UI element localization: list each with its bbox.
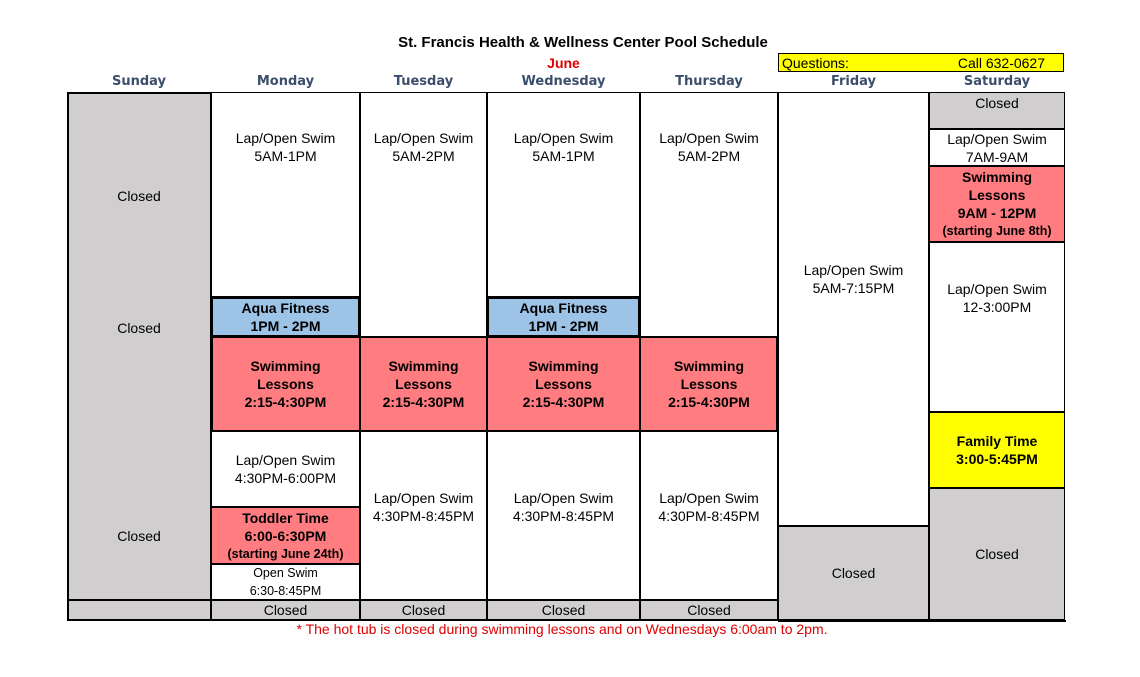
activity-name: Swimming	[528, 358, 599, 374]
thursday-lap-morning: Lap/Open Swim 5AM-2PM	[640, 92, 778, 337]
activity-time: 5AM-1PM	[532, 148, 595, 164]
day-header-tuesday: Tuesday	[393, 74, 454, 89]
day-header-friday: Friday	[830, 74, 877, 89]
wednesday-closed: Closed	[487, 600, 640, 620]
page-title: St. Francis Health & Wellness Center Poo…	[398, 34, 768, 51]
activity-time: 2:15-4:30PM	[522, 394, 605, 410]
tuesday-swimming-lessons: Swimming Lessons 2:15-4:30PM	[360, 337, 487, 431]
activity-name: Swimming	[388, 358, 459, 374]
activity-name: Family Time	[956, 433, 1038, 449]
friday-lap-swim: Lap/Open Swim 5AM-7:15PM	[778, 92, 929, 526]
wednesday-lap-morning: Lap/Open Swim 5AM-1PM	[487, 92, 640, 297]
activity-time: 6:30-8:45PM	[249, 584, 322, 598]
monday-swimming-lessons: Swimming Lessons 2:15-4:30PM	[211, 337, 360, 431]
activity-name: Swimming	[673, 358, 744, 374]
activity-time: 7AM-9AM	[965, 148, 1029, 165]
tuesday-lap-evening: Lap/Open Swim 4:30PM-8:45PM	[360, 431, 487, 600]
thursday-closed: Closed	[640, 600, 778, 620]
friday-closed: Closed	[778, 526, 929, 620]
sunday-closed-afternoon: Closed	[117, 320, 161, 336]
saturday-lap-morning: Lap/Open Swim 7AM-9AM	[929, 129, 1065, 166]
activity-name: Lessons	[968, 187, 1026, 203]
activity-name: Lap/Open Swim	[235, 452, 336, 468]
tuesday-closed: Closed	[360, 600, 487, 620]
activity-name: Swimming	[961, 169, 1032, 185]
activity-name: Lessons	[535, 376, 592, 392]
activity-time: 4:30PM-8:45PM	[512, 508, 615, 524]
activity-name: Lap/Open Swim	[513, 130, 614, 146]
activity-name: Swimming	[250, 358, 321, 374]
sunday-closed-morning: Closed	[117, 188, 161, 204]
day-header-thursday: Thursday	[675, 74, 743, 89]
activity-name: Lap/Open Swim	[947, 281, 1047, 297]
activity-name: Lap/Open Swim	[235, 130, 336, 146]
monday-toddler-time: Toddler Time 6:00-6:30PM (starting June …	[211, 507, 360, 564]
saturday-lap-midday: Lap/Open Swim 12-3:00PM	[929, 242, 1065, 412]
thursday-lap-evening: Lap/Open Swim 4:30PM-8:45PM	[640, 431, 778, 600]
monday-lap-evening: Lap/Open Swim 4:30PM-6:00PM	[211, 431, 360, 507]
activity-time: 2:15-4:30PM	[668, 394, 750, 410]
activity-name: Lap/Open Swim	[659, 490, 759, 506]
activity-name: Aqua Fitness	[519, 300, 608, 316]
wednesday-swimming-lessons: Swimming Lessons 2:15-4:30PM	[487, 337, 640, 431]
activity-time: 5AM-2PM	[392, 148, 455, 164]
saturday-closed-late: Closed	[929, 488, 1065, 620]
tuesday-lap-morning: Lap/Open Swim 5AM-2PM	[360, 92, 487, 337]
day-header-wednesday: Wednesday	[521, 74, 606, 89]
activity-name: Lessons	[257, 376, 314, 392]
activity-time: 5AM-1PM	[254, 148, 317, 164]
activity-name: Lap/Open Swim	[373, 490, 474, 506]
saturday-family-time: Family Time 3:00-5:45PM	[929, 412, 1065, 488]
day-header-monday: Monday	[256, 74, 315, 89]
activity-time: 6:00-6:30PM	[244, 527, 327, 544]
saturday-swimming-lessons: Swimming Lessons 9AM - 12PM (starting Ju…	[929, 166, 1065, 242]
day-header-saturday: Saturday	[963, 74, 1031, 89]
activity-time: 1PM - 2PM	[250, 318, 321, 334]
activity-time: 3:00-5:45PM	[956, 451, 1038, 467]
activity-time: 4:30PM-8:45PM	[372, 508, 475, 524]
activity-name: Open Swim	[253, 566, 318, 580]
saturday-closed-early: Closed	[929, 92, 1065, 129]
sunday-closed-evening: Closed	[117, 528, 161, 544]
questions-contact-box: Questions: Call 632-0627	[778, 53, 1064, 72]
sunday-closed-late	[67, 600, 211, 620]
activity-name: Lap/Open Swim	[803, 262, 904, 278]
thursday-swimming-lessons: Swimming Lessons 2:15-4:30PM	[640, 337, 778, 431]
activity-note: (starting June 8th)	[942, 224, 1052, 238]
activity-name: Lap/Open Swim	[513, 490, 614, 506]
monday-aqua-fitness: Aqua Fitness 1PM - 2PM	[211, 297, 360, 337]
activity-name: Lap/Open Swim	[373, 130, 474, 146]
activity-time: 5AM-2PM	[677, 148, 741, 164]
activity-time: 4:30PM-8:45PM	[658, 508, 760, 524]
sunday-closed-column: Closed Closed Closed	[67, 92, 211, 600]
activity-name: Aqua Fitness	[241, 300, 330, 316]
month-label: June	[547, 55, 580, 71]
activity-time: 9AM - 12PM	[957, 205, 1037, 221]
activity-time: 12-3:00PM	[962, 299, 1032, 315]
activity-name: Toddler Time	[242, 509, 329, 526]
questions-phone: Call 632-0627	[957, 54, 1045, 71]
monday-closed: Closed	[211, 600, 360, 620]
activity-name: Lessons	[680, 376, 738, 392]
activity-name: Lap/Open Swim	[659, 130, 759, 146]
day-header-sunday: Sunday	[111, 74, 167, 89]
activity-time: 4:30PM-6:00PM	[234, 470, 337, 486]
questions-label: Questions:	[782, 54, 849, 71]
monday-open-swim: Open Swim 6:30-8:45PM	[211, 564, 360, 600]
activity-time: 1PM - 2PM	[528, 318, 599, 334]
wednesday-aqua-fitness: Aqua Fitness 1PM - 2PM	[487, 297, 640, 337]
hot-tub-footnote: * The hot tub is closed during swimming …	[296, 621, 828, 637]
activity-time: 2:15-4:30PM	[244, 394, 327, 410]
activity-time: 2:15-4:30PM	[382, 394, 465, 410]
activity-time: 5AM-7:15PM	[812, 280, 895, 296]
activity-name: Lap/Open Swim	[947, 130, 1047, 147]
monday-lap-morning: Lap/Open Swim 5AM-1PM	[211, 92, 360, 297]
activity-name: Lessons	[395, 376, 452, 392]
activity-note: (starting June 24th)	[227, 546, 344, 561]
wednesday-lap-evening: Lap/Open Swim 4:30PM-8:45PM	[487, 431, 640, 600]
